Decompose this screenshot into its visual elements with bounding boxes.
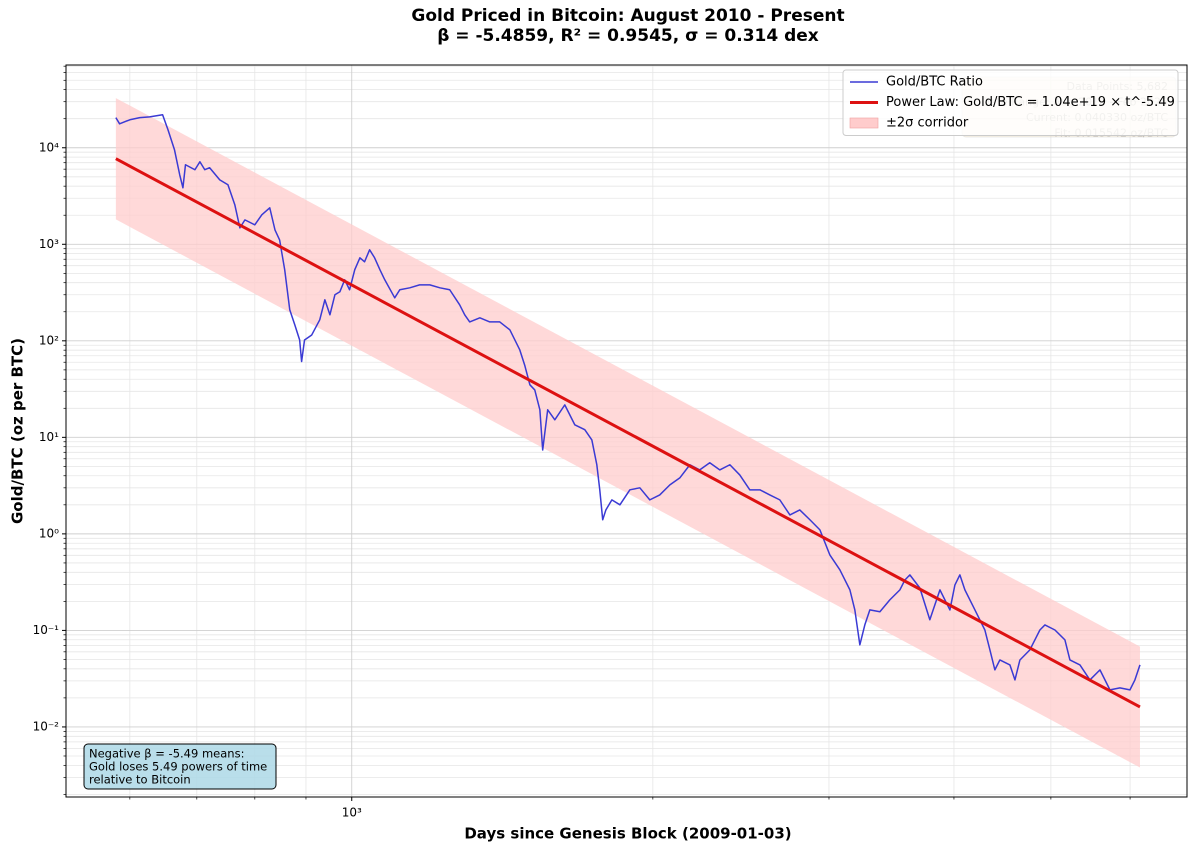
chart-title: Gold Priced in Bitcoin: August 2010 - Pr… — [411, 6, 844, 26]
y-tick-label: 10⁰ — [39, 526, 59, 540]
legend-label: ±2σ corridor — [886, 116, 969, 131]
y-tick-label: 10² — [39, 333, 59, 347]
plot-frame — [65, 64, 1188, 798]
series-line — [115, 113, 1141, 691]
chart-subtitle: β = -5.4859, R² = 0.9545, σ = 0.314 dex — [437, 26, 819, 46]
overlays: Data Points: 5,682Date Range: Aug 2010 -… — [83, 69, 1179, 790]
x-tick-label: 10³ — [342, 806, 362, 820]
y-tick-label: 10¹ — [39, 430, 59, 444]
y-axis-label: Gold/BTC (oz per BTC) — [9, 338, 27, 524]
y-tick-label: 10⁻² — [33, 719, 60, 733]
axes: 10³ 10⁻² 10⁻¹ 10⁰ 10¹ 10² 10³ 10⁴ — [33, 65, 1131, 820]
annotation-text: Negative β = -5.49 means: — [89, 747, 244, 761]
y-tick-label: 10⁴ — [39, 140, 59, 154]
legend-label: Gold/BTC Ratio — [886, 75, 983, 90]
annotation-box — [83, 743, 277, 790]
legend-swatch — [849, 117, 879, 129]
y-tick-label: 10⁻¹ — [33, 623, 60, 637]
legend-label: Power Law: Gold/BTC = 1.04e+19 × t^-5.49 — [886, 95, 1175, 110]
y-tick-label: 10³ — [39, 237, 59, 251]
legend-box — [842, 69, 1179, 136]
x-axis-label: Days since Genesis Block (2009-01-03) — [464, 825, 791, 843]
annotation-text: relative to Bitcoin — [89, 773, 191, 787]
annotation-text: Gold loses 5.49 powers of time — [89, 760, 267, 774]
plot-area — [115, 98, 1141, 768]
series-line — [115, 157, 1141, 709]
